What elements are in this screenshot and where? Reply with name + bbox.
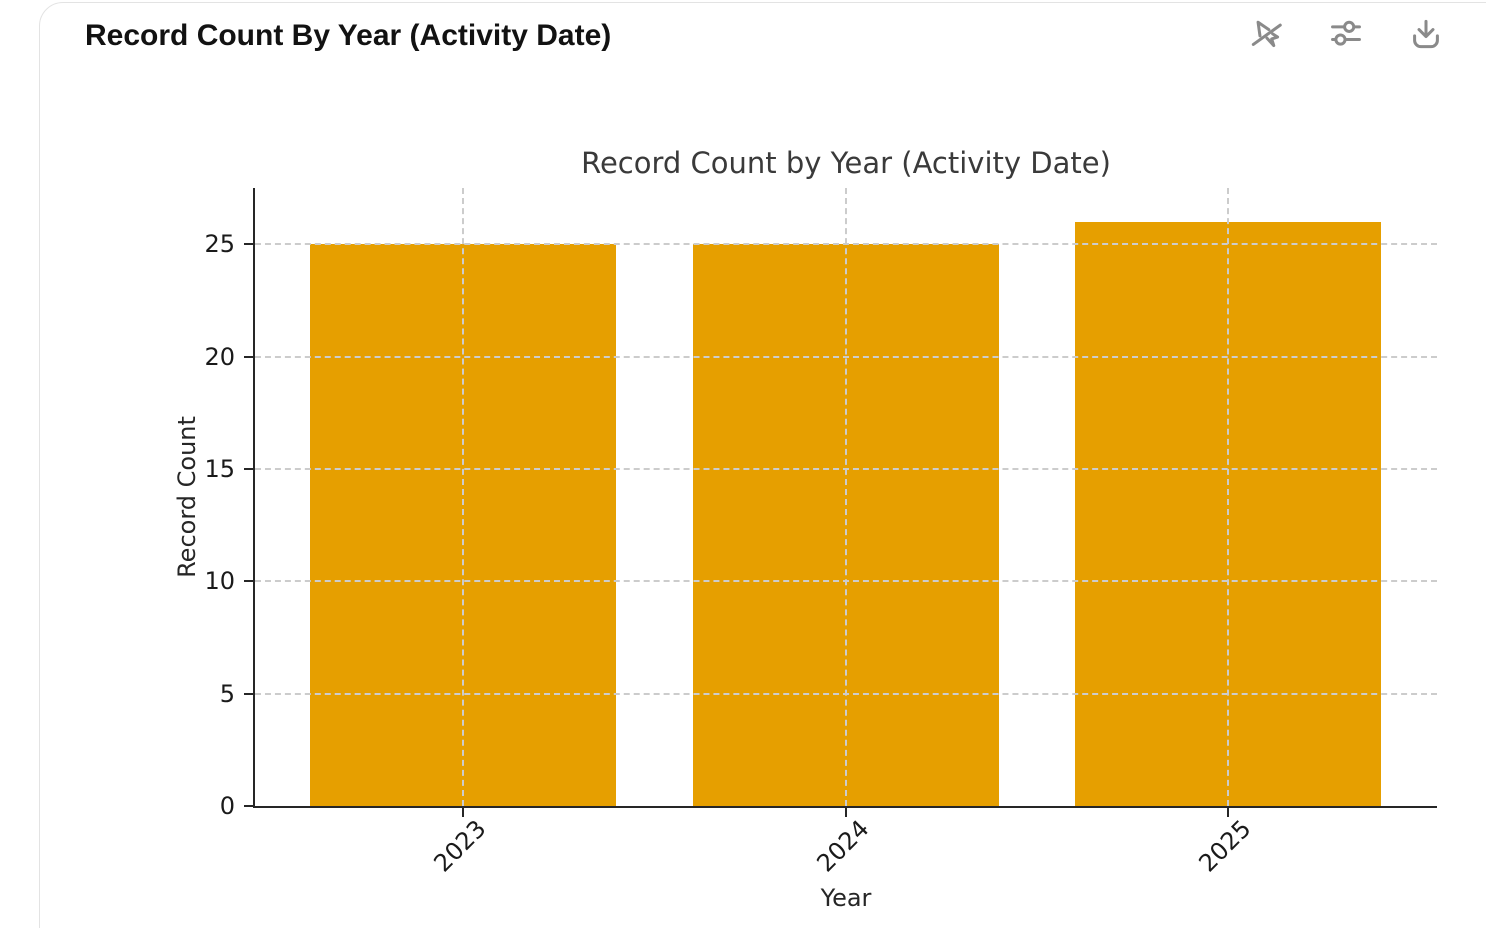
download-glyph [1413,19,1439,49]
x-tick-mark [1227,808,1229,817]
chart-title: Record Count by Year (Activity Date) [581,146,1111,180]
y-tick-mark [244,355,253,358]
vertical-gridline [1227,188,1229,806]
y-tick-mark [244,805,253,807]
y-tick-label: 15 [204,454,235,483]
y-tick-label: 0 [219,792,235,820]
x-axis-spine [253,806,1437,808]
download-icon[interactable] [1405,13,1447,55]
card-title: Record Count By Year (Activity Date) [85,19,612,52]
y-tick-mark [244,467,253,470]
interactivity-off-icon[interactable] [1245,13,1287,55]
y-tick-mark [244,580,253,583]
y-tick-mark [244,692,253,695]
bar-chart-plot-area: Record Count by Year (Activity Date) Yea… [173,146,1437,912]
y-tick-label: 20 [204,342,235,371]
vertical-gridline [462,188,464,806]
settings-sliders-glyph [1331,20,1361,46]
y-tick-label: 25 [204,230,235,259]
x-axis-label: Year [820,884,872,912]
y-axis-spine [253,188,255,806]
x-tick-mark [844,808,847,817]
x-tick-mark [462,808,464,817]
interactivity-off-glyph [1251,20,1282,48]
y-tick-label: 10 [204,567,235,596]
settings-sliders-icon[interactable] [1325,13,1367,55]
y-tick-label: 5 [219,679,235,708]
y-tick-mark [244,243,253,246]
vertical-gridline [844,188,847,806]
